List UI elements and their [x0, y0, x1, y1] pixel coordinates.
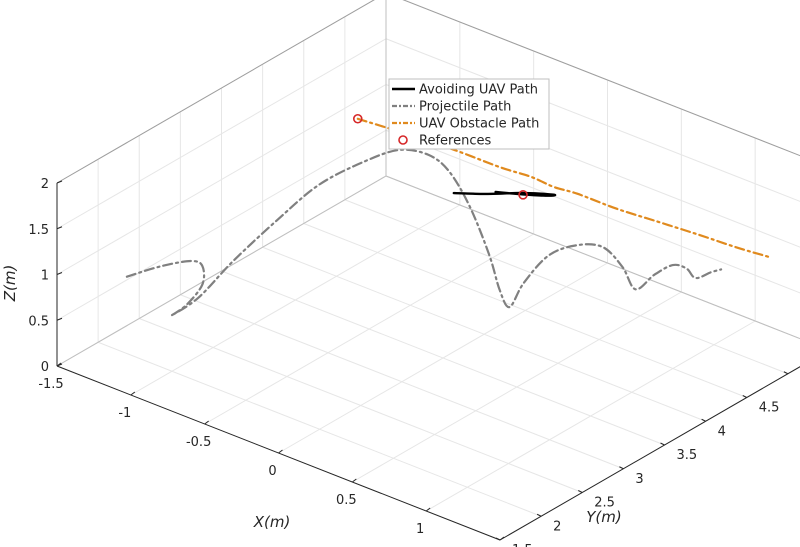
legend-label-projectile-path: Projectile Path [419, 100, 511, 115]
y-tick-mark-7 [783, 371, 789, 375]
y-tick-mark-1 [536, 513, 542, 517]
z-tick-mark-3 [56, 226, 63, 230]
x-tick-mark-3 [278, 449, 283, 454]
box-edge-top-right [402, 0, 800, 157]
tick-labels: -1.5-1-0.500.511.51.522.533.544.555.500.… [28, 177, 800, 547]
x-tick-label-5: 1 [416, 522, 424, 537]
y-tick-label-3: 3 [635, 472, 643, 487]
x-tick-label-1: -1 [118, 406, 131, 421]
floor-gridline-y-6 [303, 223, 747, 398]
box-edge-floor-right [385, 175, 800, 340]
wall-xz-gridline-z-0 [385, 175, 800, 340]
legend-label-avoiding-uav-path: Avoiding UAV Path [419, 83, 538, 98]
y-tick-mark-2 [578, 490, 583, 493]
floor-gridline-y-4 [221, 270, 665, 446]
z-tick-mark-2 [56, 272, 63, 275]
y-tick-label-2: 2.5 [594, 496, 615, 511]
legend-swatch-references [398, 135, 408, 145]
x-axis-label: X(m) [253, 513, 291, 531]
series-projectile-path [125, 148, 723, 317]
legend-box [388, 78, 550, 150]
y-axis-line [499, 366, 800, 541]
box-edge-top-left [56, 0, 375, 184]
x-tick-label-2: -0.5 [186, 435, 211, 450]
z-tick-label-1: 0.5 [28, 314, 49, 329]
box-edge-floor-left [56, 175, 387, 367]
wall-xz-gridline-z-3 [385, 38, 800, 202]
z-tick-label-4: 2 [41, 177, 49, 192]
x-tick-mark-1 [130, 391, 136, 396]
wall-yz-gridline-z-1 [56, 129, 387, 321]
grid-layer [56, 0, 800, 541]
reference-marker-1 [518, 190, 528, 200]
floor-gridline-y-3 [180, 294, 624, 470]
legend-label-uav-obstacle-path: UAV Obstacle Path [419, 117, 539, 132]
floor-gridline-y-5 [262, 246, 706, 422]
z-tick-label-3: 1.5 [28, 223, 49, 238]
y-tick-label-0: 1.5 [512, 543, 533, 547]
reference-marker-0 [352, 113, 363, 124]
legend-label-references: References [419, 134, 491, 149]
wall-yz-gridline-z-2 [56, 84, 387, 275]
floor-gridline-y-8 [385, 175, 800, 340]
z-axis-label: Z(m) [1, 265, 19, 303]
y-tick-label-4: 3.5 [677, 448, 698, 463]
x-tick-label-4: 0.5 [336, 493, 357, 508]
y-axis-label: Y(m) [586, 508, 621, 526]
x-tick-mark-5 [425, 507, 431, 512]
z-tick-mark-4 [56, 180, 63, 184]
wall-yz-gridline-z-3 [56, 38, 387, 230]
floor-gridline-y-1 [97, 341, 542, 517]
y-tick-label-6: 4.5 [759, 401, 780, 416]
floor-gridline-y-7 [344, 199, 789, 375]
series-avoiding-uav-path [452, 190, 557, 197]
wall-xz-gridline-z-1 [385, 129, 800, 294]
y-tick-mark-3 [619, 466, 624, 470]
z-tick-label-0: 0 [41, 360, 49, 375]
z-tick-label-2: 1 [41, 269, 49, 284]
z-tick-mark-0 [56, 363, 63, 367]
x-tick-label-0: -1.5 [38, 377, 63, 392]
x-tick-label-3: 0 [268, 464, 276, 479]
x-tick-mark-2 [204, 420, 209, 425]
legend: Avoiding UAV Path Projectile Path UAV Obst… [388, 78, 550, 150]
y-tick-mark-4 [660, 442, 665, 446]
y-tick-mark-6 [742, 395, 747, 398]
x-tick-mark-4 [352, 478, 357, 483]
y-tick-mark-5 [701, 418, 706, 422]
z-tick-mark-1 [56, 317, 63, 321]
y-tick-label-5: 4 [718, 424, 726, 439]
x-tick-mark-6 [499, 536, 505, 541]
y-tick-label-1: 2 [553, 519, 561, 534]
floor-gridline-y-2 [139, 318, 583, 493]
floor-gridline-x-6 [499, 366, 800, 541]
y-tick-mark-0 [495, 537, 501, 541]
